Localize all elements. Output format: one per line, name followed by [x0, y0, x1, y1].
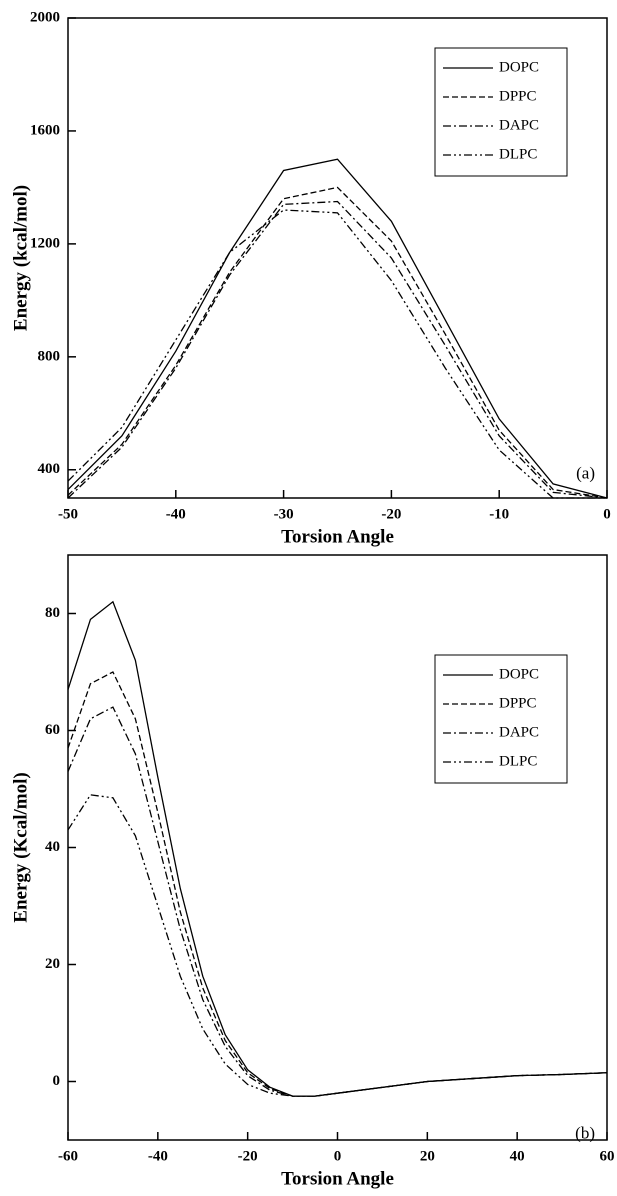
x-tick-label: 40 [510, 1148, 525, 1164]
legend-label: DAPC [499, 724, 539, 740]
series-line [67, 209, 607, 499]
y-tick-label: 400 [38, 461, 61, 477]
series-line [67, 794, 608, 1097]
x-tick-label: -50 [58, 506, 78, 522]
panel-label: (b) [575, 1123, 595, 1142]
legend-label: DOPC [499, 666, 539, 682]
x-tick-label: -60 [58, 1148, 78, 1164]
legend-box [434, 654, 568, 784]
x-tick-label: 20 [420, 1148, 435, 1164]
y-tick-label: 80 [45, 605, 60, 621]
x-tick-label: -30 [274, 506, 294, 522]
y-tick-label: 20 [45, 956, 60, 972]
legend-label: DLPC [499, 146, 537, 162]
x-tick-label: -10 [489, 506, 509, 522]
x-tick-label: 60 [600, 1148, 615, 1164]
y-tick-label: 1600 [30, 122, 60, 138]
legend-label: DLPC [499, 753, 537, 769]
x-tick-label: 0 [334, 1148, 342, 1164]
x-tick-label: -20 [238, 1148, 258, 1164]
legend-label: DOPC [499, 59, 539, 75]
plot-frame [67, 554, 608, 1141]
y-tick-label: 60 [45, 722, 60, 738]
plot-frame [67, 17, 608, 499]
legend-label: DAPC [499, 117, 539, 133]
y-tick-label: 800 [38, 348, 61, 364]
series-line [67, 158, 608, 499]
series-line [67, 200, 608, 499]
x-tick-label: -40 [166, 506, 186, 522]
y-tick-label: 2000 [30, 9, 60, 25]
legend-label: DPPC [499, 88, 537, 104]
x-axis-label: Torsion Angle [281, 1168, 394, 1189]
x-tick-label: 0 [603, 506, 611, 522]
y-axis-label: Energy (kcal/mol) [10, 185, 31, 331]
y-tick-label: 40 [45, 839, 60, 855]
x-tick-label: -20 [381, 506, 401, 522]
x-axis-label: Torsion Angle [281, 526, 394, 547]
legend-label: DPPC [499, 695, 537, 711]
x-tick-label: -40 [148, 1148, 168, 1164]
y-tick-label: 1200 [30, 235, 60, 251]
panel-label: (a) [576, 464, 595, 483]
y-tick-label: 0 [53, 1073, 61, 1089]
y-axis-label: Energy (Kcal/mol) [10, 772, 31, 922]
series-line [67, 186, 608, 499]
legend-box [434, 47, 568, 177]
